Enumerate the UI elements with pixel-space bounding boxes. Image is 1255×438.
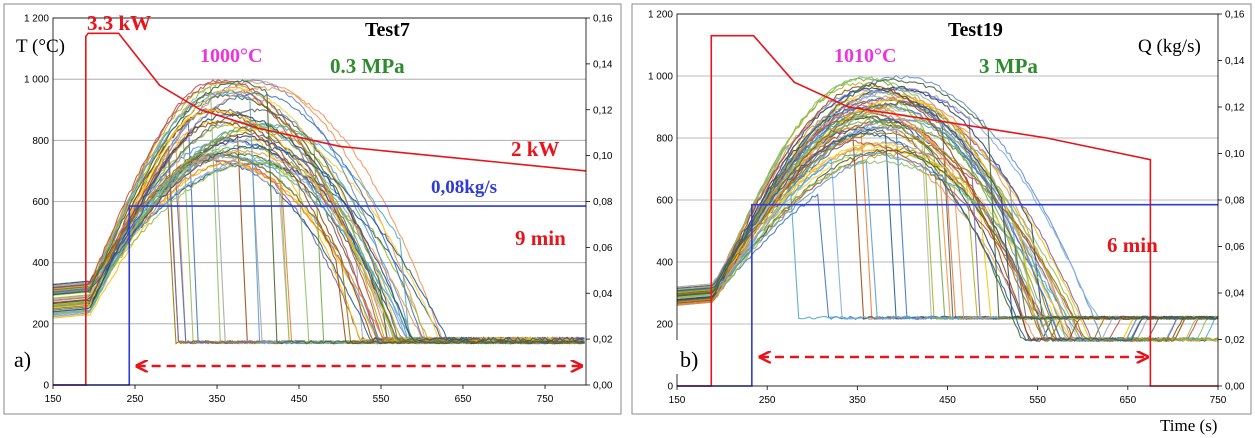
x-tick-label: 650 <box>1119 395 1136 406</box>
pressure-label: 0.3 MPa <box>330 54 405 78</box>
y-right-tick-label: 0,12 <box>593 105 613 116</box>
y-right-tick-label: 0,04 <box>593 289 613 300</box>
x-tick-label: 450 <box>939 395 956 406</box>
y-right-tick-labels: 0,00 0,02 0,04 0,06 0,08 0,10 0,12 0,14 0,16 <box>586 14 613 392</box>
y-left-tick-label: 200 <box>32 319 49 330</box>
y-right-tick-label: 0,14 <box>593 59 613 70</box>
temperature-traces <box>676 74 1219 343</box>
y-right-tick-label: 0,06 <box>593 243 613 254</box>
y-left-tick-label: 600 <box>32 197 49 208</box>
x-tick-label: 550 <box>373 394 390 405</box>
duration-label: 6 min <box>1107 233 1158 257</box>
temperature-trace <box>676 131 1219 342</box>
y-right-tick-label: 0,14 <box>1225 56 1245 67</box>
x-tick-label: 450 <box>291 394 308 405</box>
panel-label-bg <box>676 340 710 374</box>
panel-label-bg <box>12 340 46 374</box>
flow-rate-label: 0,08kg/s <box>431 177 497 198</box>
y-right-tick-label: 0,12 <box>1225 103 1245 114</box>
y-left-tick-label: 400 <box>32 258 49 269</box>
power-high-label: 3.3 kW <box>87 11 151 35</box>
power-line <box>53 32 587 386</box>
x-tick-label: 550 <box>1029 395 1046 406</box>
power-low-label: 2 kW <box>511 137 559 161</box>
y-right-tick-label: 0,10 <box>593 151 613 162</box>
x-tick-label: 750 <box>537 394 554 405</box>
power-line <box>677 34 1218 387</box>
peak-temp-label: 1000°C <box>200 45 262 67</box>
y-left-tick-labels: 0 200 400 600 800 1 000 1 200 <box>648 10 673 393</box>
y-left-axis-label: T (°C) <box>16 36 65 57</box>
chart-frame <box>631 3 1252 415</box>
x-axis-label: Time (s) <box>1160 416 1217 435</box>
y-left-tick-label: 1 200 <box>24 14 49 25</box>
temperature-traces <box>52 79 585 345</box>
x-tick-label: 650 <box>455 394 472 405</box>
y-right-tick-labels: 0,00 0,02 0,04 0,06 0,08 0,10 0,12 0,14 0,16 <box>1218 10 1245 393</box>
y-right-tick-label: 0,00 <box>1225 382 1245 393</box>
y-right-tick-label: 0,00 <box>593 381 613 392</box>
y-left-tick-label: 800 <box>656 134 673 145</box>
y-left-tick-labels: 0 200 400 600 800 1 000 1 200 <box>24 14 49 392</box>
y-left-tick-label: 1 000 <box>24 75 49 86</box>
y-right-tick-label: 0,02 <box>1225 335 1245 346</box>
x-tick-label: 350 <box>849 395 866 406</box>
y-left-tick-label: 800 <box>32 136 49 147</box>
x-tick-label: 750 <box>1210 395 1227 406</box>
y-left-tick-label: 200 <box>656 320 673 331</box>
chart-panel-a: 150 250 350 450 550 650 750 0 200 400 600 800 1 000… <box>3 3 622 415</box>
panel-label: a) <box>14 347 31 372</box>
y-right-tick-label: 0,16 <box>1225 10 1245 21</box>
peak-temp-label: 1010°C <box>834 45 896 67</box>
temperature-trace <box>52 144 585 342</box>
x-tick-label: 150 <box>669 395 686 406</box>
y-left-tick-label: 0 <box>667 382 673 393</box>
y-right-tick-label: 0,10 <box>1225 149 1245 160</box>
y-left-tick-label: 600 <box>656 196 673 207</box>
duration-label: 9 min <box>515 226 566 250</box>
x-tick-label: 250 <box>127 394 144 405</box>
chart-title: Test7 <box>365 19 410 41</box>
y-right-tick-label: 0,08 <box>593 197 613 208</box>
x-tick-labels: 150 250 350 450 550 650 750 <box>669 386 1227 406</box>
y-right-tick-label: 0,06 <box>1225 242 1245 253</box>
y-left-tick-label: 0 <box>43 381 49 392</box>
temperature-trace <box>676 78 1219 321</box>
x-tick-label: 150 <box>45 394 62 405</box>
chart-title: Test19 <box>948 19 1003 41</box>
y-left-tick-label: 1 200 <box>648 10 673 21</box>
temperature-trace <box>676 161 1219 321</box>
x-tick-label: 250 <box>759 395 776 406</box>
y-left-tick-label: 1 000 <box>648 72 673 83</box>
x-tick-label: 350 <box>209 394 226 405</box>
y-right-tick-label: 0,02 <box>593 335 613 346</box>
temperature-trace <box>676 82 1219 342</box>
y-right-tick-label: 0,04 <box>1225 289 1245 300</box>
chart-panel-b: 150 250 350 450 550 650 750 0 200 400 600 800 1 000… <box>631 3 1252 415</box>
temperature-trace <box>52 79 585 345</box>
y-right-tick-label: 0,08 <box>1225 196 1245 207</box>
y-right-axis-label: Q (kg/s) <box>1138 36 1201 57</box>
y-right-tick-label: 0,16 <box>593 14 613 25</box>
panel-label: b) <box>680 347 698 372</box>
x-tick-labels: 150 250 350 450 550 650 750 <box>45 385 554 405</box>
pressure-label: 3 MPa <box>979 54 1038 78</box>
y-left-tick-label: 400 <box>656 258 673 269</box>
